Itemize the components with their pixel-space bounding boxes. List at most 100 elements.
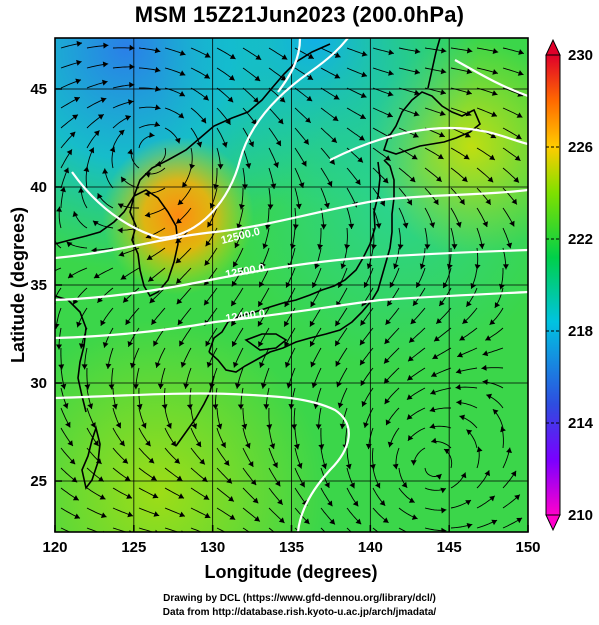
wind-arrow [309, 320, 316, 327]
wind-arrow [306, 95, 313, 102]
wind-arrow [460, 472, 467, 479]
wind-arrow [410, 318, 417, 325]
wind-arrow [329, 158, 335, 165]
wind-arrow [387, 441, 394, 448]
wind-arrow [174, 458, 180, 464]
wind-arrow [177, 199, 184, 205]
wind-arrow [272, 462, 278, 468]
wind-arrow [384, 357, 390, 364]
wind-arrow [117, 227, 123, 234]
wind-arrow [293, 443, 300, 450]
wind-arrow [148, 276, 154, 282]
wind-arrow [409, 176, 416, 183]
wind-arrow [412, 300, 419, 306]
wind-arrow [260, 383, 267, 389]
wind-arrow [179, 50, 186, 56]
wind-arrow [482, 350, 489, 357]
wind-arrow [145, 233, 152, 239]
wind-arrow [444, 448, 450, 455]
wind-arrow [67, 440, 73, 446]
wind-arrow [331, 537, 337, 543]
wind-arrow [387, 90, 394, 97]
lat-lon-grid [55, 38, 528, 532]
wind-arrow [474, 264, 481, 270]
wind-arrow [284, 341, 290, 347]
wind-arrow [179, 340, 185, 347]
wind-arrow [75, 532, 81, 538]
wind-arrow [196, 141, 203, 148]
x-tick-label: 135 [279, 539, 304, 556]
wind-arrow [370, 244, 377, 250]
wind-arrow [481, 364, 487, 371]
wind-arrow [223, 460, 230, 466]
wind-arrow [388, 70, 394, 76]
wind-arrow [178, 493, 184, 499]
wind-arrow [102, 168, 109, 174]
wind-arrow [299, 481, 305, 488]
wind-arrow [514, 155, 521, 161]
wind-arrow [335, 320, 341, 327]
wind-arrow [516, 517, 523, 524]
wind-arrow [248, 461, 254, 467]
wind-arrow [409, 337, 415, 343]
wind-arrow [355, 518, 362, 525]
wind-arrow [66, 149, 72, 156]
wind-arrow [144, 191, 150, 197]
wind-arrow [125, 319, 131, 325]
wind-arrow [332, 115, 339, 121]
wind-arrow [229, 514, 236, 520]
wind-arrow [154, 104, 161, 111]
wind-arrow [92, 220, 99, 227]
wind-arrow [492, 69, 498, 75]
wind-arrow [494, 302, 501, 308]
wind-arrow [76, 40, 82, 47]
wind-arrow [313, 403, 320, 409]
wind-arrow [120, 274, 127, 280]
wind-arrow [175, 257, 182, 264]
wind-arrow [333, 94, 340, 100]
wind-arrow [412, 132, 419, 138]
wind-arrow [461, 176, 468, 182]
wind-field: 12500.0 12500.0 12400.0 [55, 38, 528, 543]
wind-arrow [358, 135, 365, 141]
wind-arrow [76, 321, 82, 328]
wind-arrow [225, 119, 231, 125]
wind-arrow [269, 443, 276, 449]
wind-arrow [465, 500, 471, 506]
wind-arrow [174, 137, 181, 144]
wind-arrow [125, 115, 131, 121]
wind-arrow [251, 119, 257, 125]
wind-arrow [270, 183, 277, 189]
wind-arrow [511, 198, 517, 205]
wind-arrow [136, 403, 143, 410]
colorbar-tick-label: 230 [568, 47, 593, 64]
wind-arrow [363, 422, 369, 428]
wind-arrow [176, 277, 182, 284]
x-tick-label: 125 [121, 539, 146, 556]
wind-arrow [176, 298, 183, 305]
wind-arrow [202, 94, 209, 101]
wind-arrow [476, 446, 483, 453]
wind-arrow [502, 264, 509, 270]
wind-arrow [360, 359, 366, 366]
wind-arrow [491, 519, 498, 526]
wind-arrow [393, 263, 399, 269]
wind-arrow [345, 463, 352, 470]
wind-arrow [411, 154, 418, 160]
wind-arrow [93, 440, 99, 447]
wind-arrow [56, 344, 62, 350]
y-ticks: 25 30 35 40 45 [30, 81, 62, 490]
x-tick-label: 130 [200, 539, 225, 556]
wind-arrow [379, 500, 386, 506]
wind-arrow [76, 59, 82, 66]
wind-arrow [463, 154, 470, 160]
x-ticks: 120 125 130 135 140 145 150 [42, 525, 541, 556]
wind-arrow [108, 384, 115, 390]
wind-arrow [234, 242, 240, 248]
wind-arrow [157, 383, 164, 389]
wind-arrow [228, 496, 234, 502]
wind-arrow [429, 423, 436, 429]
wind-arrow [176, 475, 183, 481]
wind-arrow [60, 383, 67, 390]
colorbar-tick-label: 210 [568, 507, 593, 524]
